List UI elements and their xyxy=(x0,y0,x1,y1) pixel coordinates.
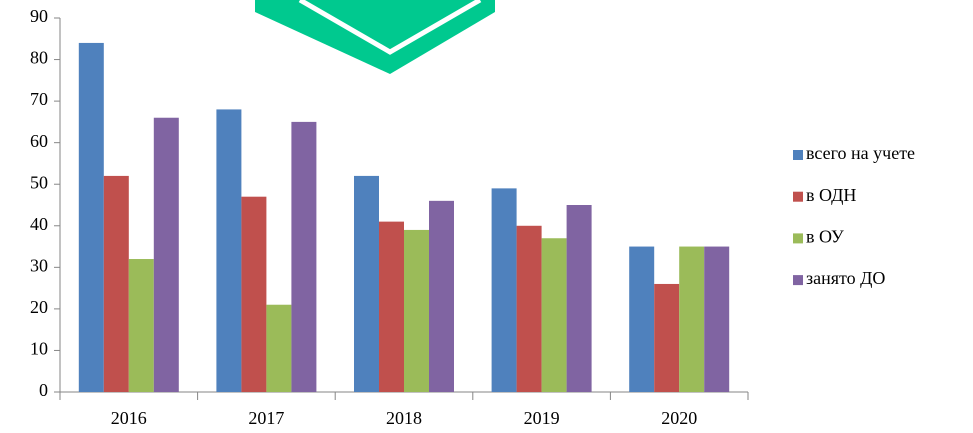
legend-swatch xyxy=(793,233,803,244)
bar xyxy=(379,221,404,392)
x-tick-label: 2018 xyxy=(386,408,422,428)
bar xyxy=(429,200,454,392)
bar xyxy=(654,283,680,392)
y-tick-label: 0 xyxy=(39,380,48,400)
y-tick-label: 50 xyxy=(30,172,48,192)
x-tick-label: 2020 xyxy=(661,408,697,428)
bar xyxy=(128,259,154,392)
bar xyxy=(103,175,129,392)
x-tick-label: 2019 xyxy=(524,408,560,428)
legend-swatch xyxy=(793,191,803,202)
x-tick-label: 2017 xyxy=(248,408,284,428)
bar xyxy=(491,188,517,392)
legend-label: в ОУ xyxy=(806,227,844,247)
legend-swatch xyxy=(793,275,803,286)
y-tick-label: 60 xyxy=(30,131,48,151)
legend-label: занято ДО xyxy=(806,268,885,288)
legend-swatch xyxy=(793,150,803,160)
logo xyxy=(255,0,495,74)
bar xyxy=(629,246,655,392)
bar xyxy=(566,205,592,392)
bar xyxy=(679,246,705,392)
bar xyxy=(541,238,567,392)
bar xyxy=(291,121,317,392)
y-tick-label: 30 xyxy=(30,255,48,275)
bar xyxy=(216,109,242,392)
y-tick-label: 90 xyxy=(30,6,48,26)
bar xyxy=(404,229,429,392)
y-tick-label: 40 xyxy=(30,214,48,234)
x-tick-label: 2016 xyxy=(111,408,147,428)
bar xyxy=(354,175,379,392)
bar xyxy=(516,225,542,392)
bar xyxy=(241,196,267,392)
y-tick-label: 70 xyxy=(30,89,48,109)
y-tick-label: 10 xyxy=(30,339,48,359)
bar xyxy=(78,42,104,392)
bar xyxy=(266,304,292,392)
legend-label: в ОДН xyxy=(806,185,856,205)
y-tick-label: 80 xyxy=(30,48,48,68)
legend-label: всего на учете xyxy=(806,143,915,163)
bar xyxy=(704,246,730,392)
y-tick-label: 20 xyxy=(30,297,48,317)
bar xyxy=(153,117,179,392)
